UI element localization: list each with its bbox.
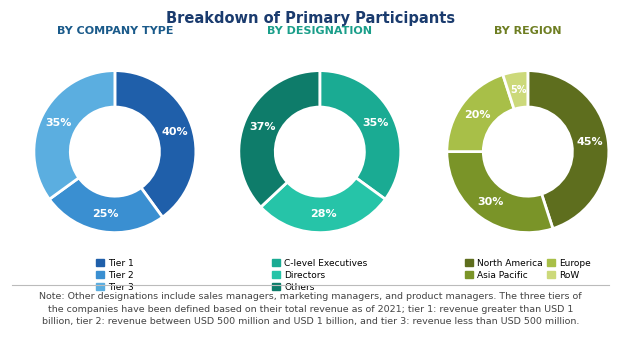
Wedge shape (320, 71, 401, 199)
Wedge shape (528, 71, 609, 229)
Wedge shape (261, 178, 386, 232)
Legend: C-level Executives, Directors, Others: C-level Executives, Directors, Others (273, 258, 367, 292)
Text: Note: Other designations include sales managers, marketing managers, and product: Note: Other designations include sales m… (39, 292, 582, 326)
Wedge shape (34, 71, 115, 199)
Text: 45%: 45% (576, 137, 603, 147)
Text: 28%: 28% (310, 209, 337, 219)
Wedge shape (115, 71, 196, 217)
Text: 5%: 5% (510, 84, 526, 95)
Text: 35%: 35% (363, 118, 389, 128)
Text: BY DESIGNATION: BY DESIGNATION (267, 26, 373, 36)
Text: Breakdown of Primary Participants: Breakdown of Primary Participants (166, 11, 455, 26)
Legend: North America, Asia Pacific, Europe, RoW: North America, Asia Pacific, Europe, RoW (465, 258, 591, 280)
Text: BY COMPANY TYPE: BY COMPANY TYPE (57, 26, 173, 36)
Wedge shape (503, 71, 528, 109)
Text: 37%: 37% (249, 122, 276, 132)
Wedge shape (447, 152, 553, 232)
Text: 20%: 20% (464, 110, 491, 120)
Text: 40%: 40% (161, 127, 188, 137)
Text: 35%: 35% (46, 118, 72, 128)
Text: 25%: 25% (92, 209, 119, 219)
Wedge shape (49, 178, 163, 232)
Wedge shape (239, 71, 320, 207)
Text: BY REGION: BY REGION (494, 26, 561, 36)
Legend: Tier 1, Tier 2, Tier 3: Tier 1, Tier 2, Tier 3 (96, 258, 134, 292)
Text: 30%: 30% (478, 197, 504, 208)
Wedge shape (447, 75, 514, 152)
